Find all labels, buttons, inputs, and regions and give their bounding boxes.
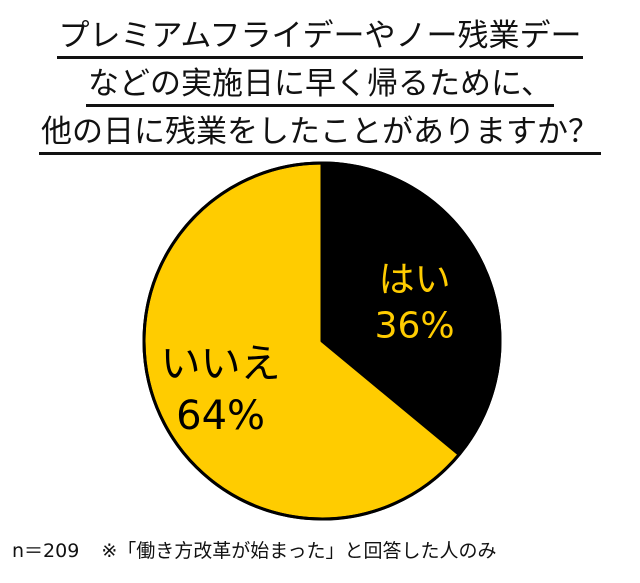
title-line-2: などの実施日に早く帰るために、 (85, 64, 555, 107)
chart-title: プレミアムフライデーやノー残業デー などの実施日に早く帰るために、 他の日に残業… (0, 14, 640, 158)
title-line-3: 他の日に残業をしたことがありますか？ (39, 112, 601, 155)
slice-label-no: いいえ (161, 341, 281, 387)
slice-value-yes: 36% (375, 305, 455, 346)
title-line-1: プレミアムフライデーやノー残業デー (56, 16, 584, 59)
footer: n＝209 ※「働き方改革が始まった」と回答した人のみ (12, 536, 518, 563)
footnote: ※「働き方改革が始まった」と回答した人のみ (101, 540, 497, 562)
sample-size: n＝209 (12, 540, 80, 562)
slice-value-no: 64% (176, 393, 265, 439)
slice-label-yes: はい (379, 259, 451, 300)
pie-outline (142, 161, 502, 521)
